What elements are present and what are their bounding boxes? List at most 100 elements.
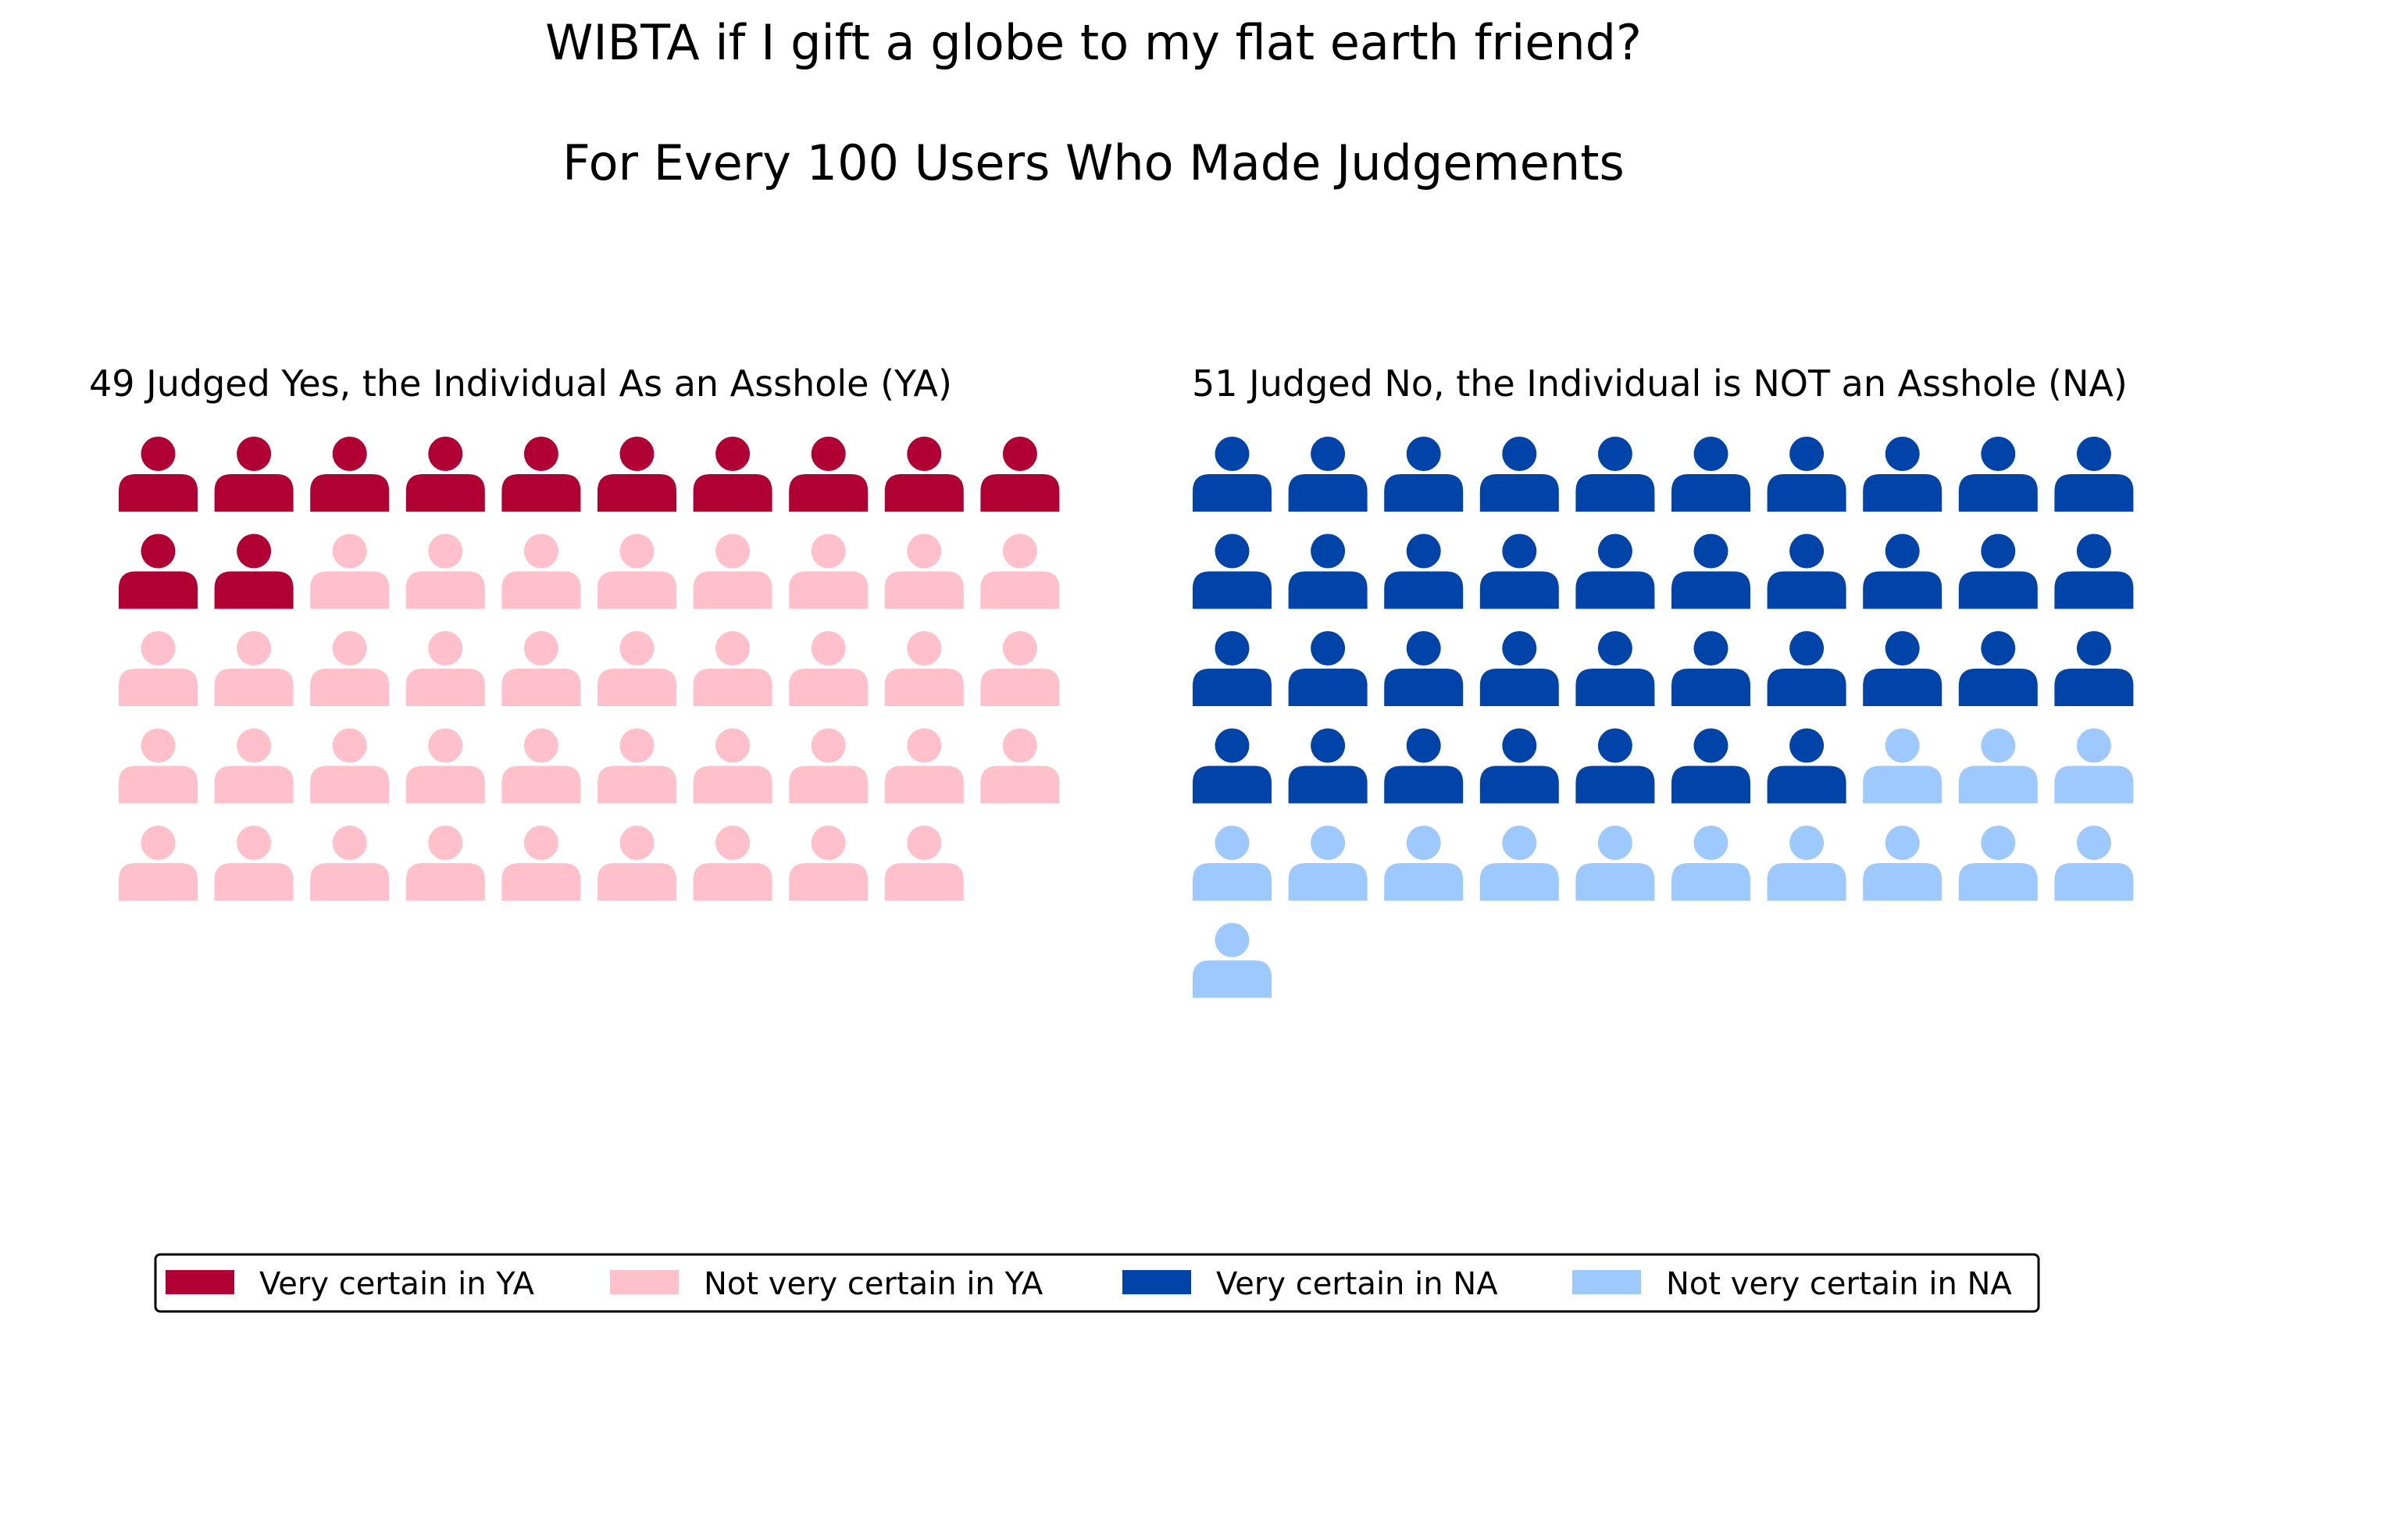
person-icon: [1288, 533, 1368, 609]
legend-label: Very certain in YA: [259, 1266, 535, 1302]
person-icon: [693, 533, 772, 609]
person-icon: [884, 728, 964, 804]
person-icon: [119, 728, 198, 804]
person-icon: [501, 826, 581, 901]
person-icon: [119, 437, 198, 512]
person-icon: [1193, 922, 1272, 998]
legend-swatch: [1122, 1270, 1191, 1294]
person-icon: [310, 631, 390, 706]
person-icon: [214, 533, 294, 609]
person-icon: [1863, 728, 1942, 804]
person-icon: [1671, 728, 1750, 804]
person-icon: [405, 728, 485, 804]
person-icon: [1767, 533, 1846, 609]
person-icon: [1671, 437, 1750, 512]
legend-label: Not very certain in YA: [704, 1266, 1043, 1302]
person-icon: [1193, 728, 1272, 804]
person-icon: [1767, 631, 1846, 706]
person-icon: [1193, 826, 1272, 901]
person-icon: [1384, 437, 1464, 512]
legend-frame: [154, 1253, 2040, 1313]
person-icon: [1958, 826, 2038, 901]
chart-subtitle: For Every 100 Users Who Made Judgements: [562, 134, 1625, 191]
panel-na-icons: [1193, 437, 2134, 998]
person-icon: [1958, 728, 2038, 804]
person-icon: [1958, 437, 2038, 512]
person-icon: [1193, 533, 1272, 609]
person-icon: [1575, 631, 1655, 706]
person-icon: [310, 437, 390, 512]
person-icon: [1288, 728, 1368, 804]
person-icon: [1479, 631, 1559, 706]
person-icon: [980, 631, 1060, 706]
person-icon: [884, 826, 964, 901]
person-icon: [693, 437, 772, 512]
panel-ya-icons: [119, 437, 1060, 901]
person-icon: [405, 437, 485, 512]
person-icon: [1863, 437, 1942, 512]
person-icon: [884, 437, 964, 512]
person-icon: [1671, 826, 1750, 901]
person-icon: [1575, 533, 1655, 609]
person-icon: [501, 437, 581, 512]
person-icon: [2054, 826, 2134, 901]
person-icon: [1767, 826, 1846, 901]
person-icon: [884, 533, 964, 609]
person-icon: [214, 631, 294, 706]
person-icon: [598, 533, 676, 609]
person-icon: [1767, 728, 1846, 804]
person-icon: [1575, 728, 1655, 804]
person-icon: [789, 728, 869, 804]
person-icon: [693, 631, 772, 706]
person-icon: [1193, 631, 1272, 706]
person-icon: [1958, 631, 2038, 706]
person-icon: [693, 728, 772, 804]
panel-label-na: 51 Judged No, the Individual is NOT an A…: [1192, 362, 2128, 405]
person-icon: [1575, 437, 1655, 512]
person-icon: [598, 631, 676, 706]
person-icon: [1767, 437, 1846, 512]
person-icon: [1288, 631, 1368, 706]
person-icon: [214, 826, 294, 901]
person-icon: [1288, 437, 1368, 512]
person-icon: [2054, 728, 2134, 804]
legend: Very certain in YA Not very certain in YA…: [154, 1253, 2040, 1313]
legend-swatch: [1572, 1270, 1641, 1294]
person-icon: [310, 826, 390, 901]
person-icon: [501, 533, 581, 609]
person-icon: [310, 533, 390, 609]
person-icon: [1384, 728, 1464, 804]
panel-label-ya: 49 Judged Yes, the Individual As an Assh…: [89, 362, 952, 405]
person-icon: [1863, 826, 1942, 901]
person-icon: [980, 533, 1060, 609]
person-icon: [405, 826, 485, 901]
person-icon: [1671, 533, 1750, 609]
person-icon: [693, 826, 772, 901]
person-icon: [980, 437, 1060, 512]
person-icon: [2054, 437, 2134, 512]
person-icon: [1575, 826, 1655, 901]
person-icon: [789, 826, 869, 901]
person-icon: [119, 826, 198, 901]
person-icon: [598, 437, 676, 512]
person-icon: [598, 826, 676, 901]
person-icon: [1384, 826, 1464, 901]
person-icon: [405, 631, 485, 706]
person-icon: [1479, 437, 1559, 512]
legend-label: Very certain in NA: [1216, 1266, 1498, 1302]
person-icon: [1479, 826, 1559, 901]
person-icon: [214, 437, 294, 512]
person-icon: [980, 728, 1060, 804]
person-icon: [1479, 728, 1559, 804]
legend-label: Not very certain in NA: [1666, 1266, 2012, 1302]
person-icon: [119, 631, 198, 706]
person-icon: [1384, 533, 1464, 609]
person-icon: [1479, 533, 1559, 609]
person-icon: [1863, 631, 1942, 706]
person-icon: [789, 437, 869, 512]
person-icon: [119, 533, 198, 609]
person-icon: [214, 728, 294, 804]
person-icon: [2054, 533, 2134, 609]
person-icon: [405, 533, 485, 609]
person-icon: [598, 728, 676, 804]
